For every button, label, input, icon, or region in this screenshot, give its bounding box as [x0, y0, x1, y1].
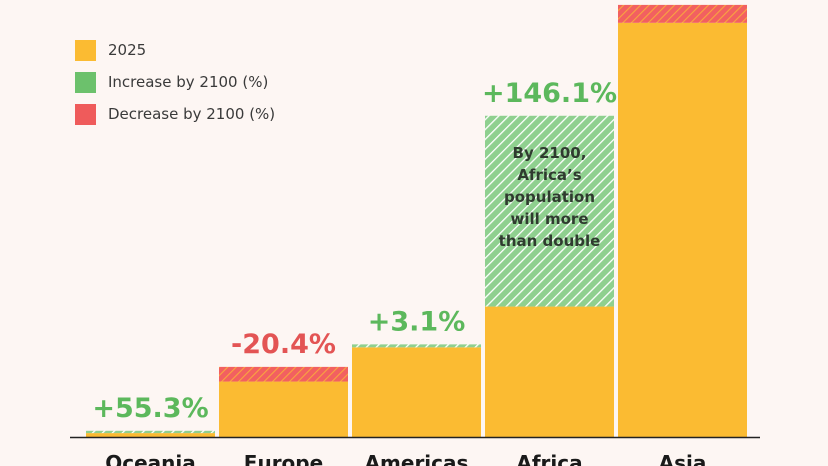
- legend-label-2025: 2025: [108, 41, 147, 59]
- annotation-line: Africa’s: [517, 166, 581, 184]
- bars-layer: [86, 4, 747, 437]
- legend-label-increase: Increase by 2100 (%): [108, 73, 269, 91]
- bar-increase-oceania: [86, 430, 215, 434]
- category-label-europe: Europe: [244, 451, 323, 466]
- africa-annotation: By 2100, Africa’s population will more than …: [499, 144, 601, 250]
- change-label-oceania: +55.3%: [92, 393, 208, 424]
- bar-2025-americas: [352, 347, 481, 437]
- legend: 2025 Increase by 2100 (%) Decrease by 21…: [75, 34, 275, 130]
- legend-swatch-2025: [75, 39, 96, 61]
- bar-increase-africa: [485, 115, 614, 307]
- legend-item-decrease: Decrease by 2100 (%): [75, 98, 275, 130]
- legend-item-increase: Increase by 2100 (%): [75, 66, 275, 98]
- category-label-asia: Asia: [659, 451, 707, 466]
- category-label-americas: Americas: [365, 451, 469, 466]
- bar-2025-asia: [618, 22, 747, 437]
- bar-2025-oceania: [86, 433, 215, 437]
- legend-swatch-decrease: [75, 103, 96, 125]
- legend-label-decrease: Decrease by 2100 (%): [108, 105, 276, 123]
- annotation-line: will more: [510, 210, 588, 228]
- legend-item-2025: 2025: [75, 34, 275, 66]
- change-label-americas: +3.1%: [368, 306, 466, 337]
- category-label-oceania: Oceania: [105, 451, 196, 466]
- annotation-line: than double: [499, 232, 601, 250]
- category-label-africa: Africa: [516, 451, 582, 466]
- change-label-europe: -20.4%: [231, 329, 336, 360]
- bar-2025-africa: [485, 306, 614, 437]
- bar-decrease-europe: [219, 366, 348, 382]
- bar-decrease-asia: [618, 4, 747, 23]
- bar-2025-europe: [219, 381, 348, 437]
- change-label-africa: +146.1%: [482, 78, 617, 109]
- bar-increase-americas: [352, 344, 481, 348]
- annotation-line: population: [504, 188, 595, 206]
- legend-swatch-increase: [75, 71, 96, 93]
- annotation-line: By 2100,: [513, 144, 587, 162]
- labels-layer: Oceania +55.3% Europe -20.4% Americas +3.1% Af…: [92, 78, 706, 466]
